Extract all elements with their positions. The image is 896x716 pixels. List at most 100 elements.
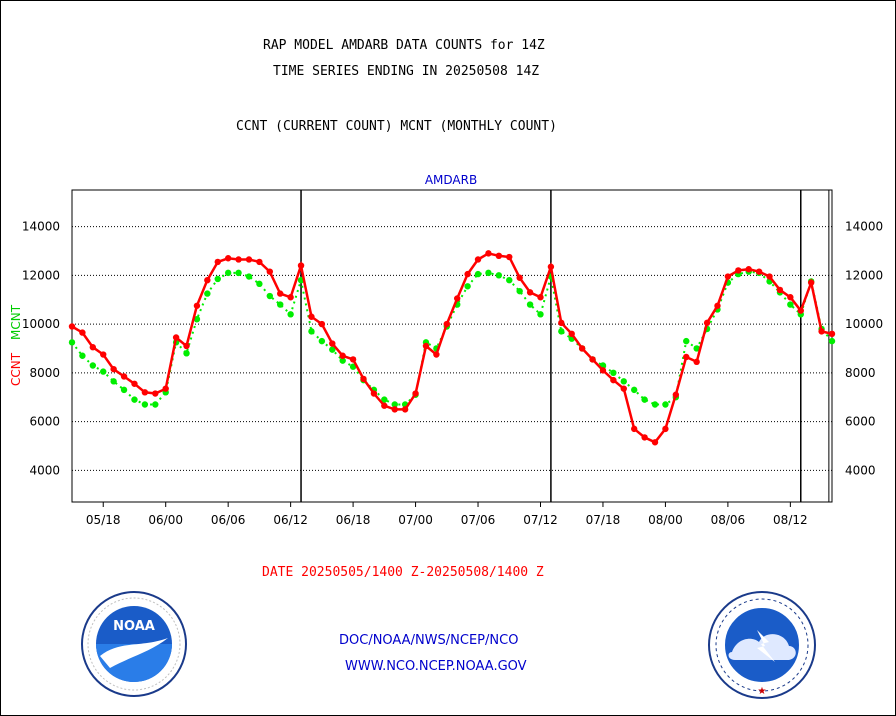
data-point-ccnt (89, 344, 97, 351)
data-point-ccnt (578, 345, 586, 352)
data-point-mcnt (100, 368, 107, 375)
data-point-ccnt (162, 385, 169, 392)
data-point-ccnt (787, 294, 794, 301)
data-point-mcnt (526, 301, 534, 308)
data-point-ccnt (620, 385, 627, 392)
data-point-ccnt (360, 375, 367, 383)
data-point-ccnt (641, 434, 648, 441)
x-tick-label: 07/06 (461, 513, 496, 527)
data-point-mcnt (683, 337, 690, 345)
data-point-ccnt (391, 406, 398, 413)
data-point-mcnt (235, 269, 242, 277)
data-point-ccnt (818, 328, 825, 335)
data-point-mcnt (630, 386, 638, 394)
data-point-ccnt (651, 439, 659, 446)
y-tick-label-right: 4000 (845, 463, 876, 477)
data-point-ccnt (131, 380, 138, 387)
data-point-ccnt (318, 320, 326, 328)
x-tick-label: 07/18 (586, 513, 621, 527)
data-point-ccnt (797, 307, 804, 314)
plot-title: AMDARB (425, 173, 477, 187)
y-tick-label-left: 12000 (22, 268, 60, 282)
data-point-ccnt (485, 250, 492, 257)
data-point-ccnt (381, 402, 388, 409)
data-point-ccnt (745, 266, 752, 273)
data-point-mcnt (89, 362, 97, 369)
data-point-ccnt (776, 286, 784, 294)
data-point-mcnt (277, 301, 284, 308)
data-point-mcnt (339, 357, 346, 364)
series-line-ccnt (71, 252, 833, 444)
data-point-mcnt (131, 396, 138, 403)
chart-title-line1: RAP MODEL AMDARB DATA COUNTS for 14Z (263, 38, 545, 53)
data-point-ccnt (693, 358, 700, 366)
data-point-mcnt (620, 378, 627, 385)
data-point-mcnt (495, 272, 503, 279)
footer-org-link[interactable]: DOC/NOAA/NWS/NCEP/NCO (339, 633, 519, 648)
data-point-ccnt (495, 252, 503, 260)
data-point-mcnt (204, 290, 211, 297)
data-point-mcnt (329, 346, 336, 353)
y-tick-label-left: 4000 (29, 463, 60, 477)
data-point-mcnt (193, 315, 201, 323)
data-point-ccnt (662, 425, 669, 433)
y-axis-label-ccnt: CCNT (9, 352, 23, 386)
data-point-mcnt (651, 401, 659, 408)
data-point-ccnt (526, 289, 534, 296)
data-point-ccnt (464, 270, 471, 278)
data-point-ccnt (224, 255, 232, 262)
data-point-mcnt (537, 311, 544, 318)
data-point-mcnt (141, 401, 149, 408)
data-point-mcnt (662, 401, 669, 408)
data-point-ccnt (735, 267, 742, 274)
nws-logo: ★ (708, 591, 816, 699)
data-point-mcnt (256, 280, 263, 288)
data-point-ccnt (100, 351, 107, 358)
data-point-ccnt (172, 334, 180, 341)
data-point-ccnt (183, 342, 190, 350)
data-point-mcnt (308, 328, 315, 335)
y-tick-label-right: 14000 (845, 220, 883, 234)
data-point-ccnt (506, 253, 513, 261)
y-tick-label-left: 10000 (22, 317, 60, 331)
data-point-mcnt (152, 401, 159, 408)
data-point-mcnt (245, 273, 253, 280)
data-point-ccnt (256, 258, 263, 266)
x-tick-labels: 05/18 06/00 06/06 06/12 06/18 07/00 07/06 07/12… (86, 502, 808, 527)
data-point-ccnt (516, 274, 523, 281)
x-tick-label: 05/18 (86, 513, 121, 527)
noaa-logo: NOAA (81, 591, 187, 697)
chart-title-line2: TIME SERIES ENDING IN 20250508 14Z (273, 64, 540, 79)
data-point-mcnt (506, 276, 513, 284)
x-tick-label: 08/00 (648, 513, 683, 527)
data-point-ccnt (630, 425, 638, 433)
data-point-ccnt (266, 268, 274, 275)
y-tick-label-left: 8000 (29, 366, 60, 380)
data-point-ccnt (537, 294, 544, 301)
data-point-ccnt (672, 391, 680, 398)
data-point-ccnt (214, 258, 221, 266)
data-point-mcnt (693, 345, 700, 352)
y-axis-label-mcnt: MCNT (9, 304, 23, 340)
data-point-mcnt (266, 292, 274, 300)
data-point-ccnt (683, 353, 690, 361)
data-point-ccnt (714, 302, 721, 309)
data-point-ccnt (422, 342, 430, 350)
data-point-ccnt (68, 323, 76, 330)
data-point-mcnt (485, 269, 492, 277)
data-point-mcnt (68, 339, 76, 346)
data-point-ccnt (568, 330, 575, 338)
data-point-ccnt (589, 356, 596, 363)
data-point-mcnt (641, 396, 648, 403)
x-tick-label: 08/12 (773, 513, 808, 527)
y-tick-label-right: 8000 (845, 366, 876, 380)
data-point-ccnt (703, 319, 711, 327)
footer-date-range: DATE 20250505/1400 Z-20250508/1400 Z (262, 565, 544, 580)
plot-border (71, 189, 833, 503)
data-point-ccnt (287, 294, 294, 301)
x-tick-label: 07/12 (523, 513, 558, 527)
data-point-ccnt (454, 295, 461, 302)
footer-url-link[interactable]: WWW.NCO.NCEP.NOAA.GOV (345, 659, 527, 674)
series-line-mcnt (71, 270, 833, 406)
